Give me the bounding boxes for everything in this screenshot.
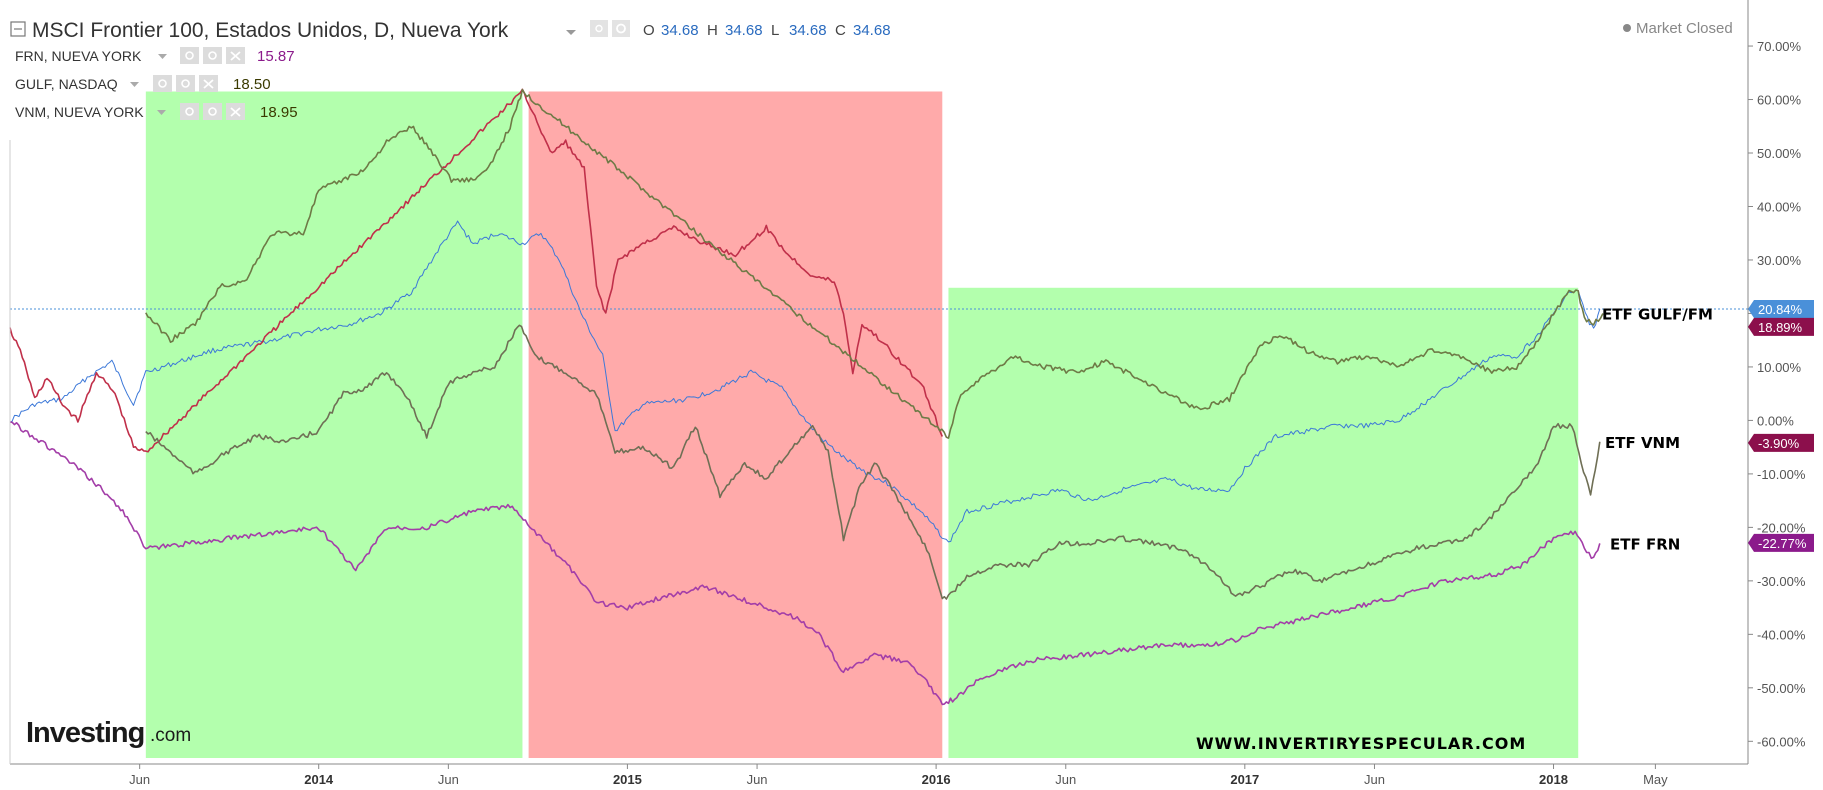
investing-logo-suffix: .com — [150, 725, 191, 746]
legend-close-glyph — [230, 107, 241, 117]
title-eye-pupil — [595, 24, 603, 33]
legend-dropdown-icon[interactable] — [130, 82, 139, 87]
y-tick-label: 10.00% — [1757, 360, 1802, 375]
x-year-label: 2017 — [1230, 772, 1259, 787]
legend-series-name: GULF, NASDAQ — [15, 76, 118, 92]
chart-title: MSCI Frontier 100, Estados Unidos, D, Nu… — [32, 19, 509, 42]
series-line-purple — [9, 421, 1601, 706]
legend-eye-icon[interactable] — [180, 103, 199, 120]
ohlc-value: 34.68 — [661, 22, 699, 39]
investing-logo: Investing .com — [26, 717, 191, 749]
x-month-label: Jun — [438, 772, 459, 787]
title-eye-icon[interactable] — [590, 20, 608, 37]
legend-close-glyph — [230, 51, 241, 61]
y-tick-label: 40.00% — [1757, 199, 1802, 214]
market-closed-dot — [1623, 24, 1631, 32]
price-badge-text: 20.84% — [1758, 302, 1803, 317]
title-gear-hub — [616, 23, 626, 34]
price-badge-text: 18.89% — [1758, 320, 1803, 335]
legend-dropdown-icon[interactable] — [158, 54, 167, 59]
etf-annotation: ETF FRN — [1610, 535, 1680, 553]
x-year-label: 2016 — [922, 772, 951, 787]
x-month-label: Jun — [1055, 772, 1076, 787]
y-tick-label: -50.00% — [1757, 681, 1806, 696]
market-status: Market Closed — [1623, 20, 1733, 37]
legend-series-value: 18.50 — [233, 76, 271, 93]
ohlc-label: H — [707, 22, 718, 39]
ohlc-label: C — [835, 22, 846, 39]
legend-icon-glyph — [158, 79, 167, 88]
x-month-label: Jun — [129, 772, 150, 787]
legend-series-value: 18.95 — [260, 104, 298, 121]
legend-icon-glyph — [208, 51, 217, 60]
x-year-label: 2018 — [1539, 772, 1568, 787]
x-month-label: May — [1643, 772, 1668, 787]
red-zone-1 — [528, 91, 943, 758]
price-badge-text: -3.90% — [1758, 436, 1800, 451]
legend-eye-icon[interactable] — [180, 47, 199, 64]
series-line-olive — [145, 88, 1604, 439]
legend-series-value: 15.87 — [257, 48, 295, 65]
title-dropdown-icon[interactable] — [566, 30, 576, 35]
legend-eye-icon[interactable] — [153, 75, 172, 92]
y-tick-label: -60.00% — [1757, 734, 1806, 749]
x-year-label: 2015 — [613, 772, 642, 787]
price-badge — [1748, 533, 1814, 552]
market-status-text: Market Closed — [1636, 20, 1733, 37]
series-line-red — [9, 88, 944, 453]
price-badge — [1748, 299, 1814, 318]
investing-logo-main: Investing — [26, 717, 144, 749]
legend-gear-icon[interactable] — [203, 47, 222, 64]
y-tick-label: 60.00% — [1757, 93, 1802, 108]
y-tick-label: -20.00% — [1757, 520, 1806, 535]
price-badge — [1748, 433, 1814, 452]
etf-annotation: ETF VNM — [1605, 434, 1680, 452]
legend-close-glyph — [203, 79, 214, 89]
ohlc-value: 34.68 — [725, 22, 763, 39]
ohlc-label: L — [771, 22, 779, 39]
y-tick-label: -30.00% — [1757, 574, 1806, 589]
price-badge — [1748, 317, 1814, 336]
ohlc-value: 34.68 — [853, 22, 891, 39]
site-watermark: WWW.INVERTIRYESPECULAR.COM — [1196, 734, 1526, 753]
series-line-gray — [145, 324, 1601, 600]
x-month-label: Jun — [1364, 772, 1385, 787]
ohlc-label: O — [643, 22, 655, 39]
x-year-label: 2014 — [304, 772, 334, 787]
y-tick-label: -10.00% — [1757, 467, 1806, 482]
legend-series-name: FRN, NUEVA YORK — [15, 48, 142, 64]
y-tick-label: 0.00% — [1757, 413, 1794, 428]
green-zone-2 — [948, 287, 1579, 758]
ohlc-value: 34.68 — [789, 22, 827, 39]
legend-dropdown-icon[interactable] — [157, 110, 166, 115]
series-line-msci — [9, 220, 1601, 543]
series-legend: FRN, NUEVA YORK 15.87 GULF, NASDAQ 18.50 VNM… — [15, 47, 298, 121]
green-zone-0 — [145, 91, 523, 758]
legend-gear-icon[interactable] — [203, 103, 222, 120]
legend-icon-glyph — [185, 51, 194, 60]
etf-annotation: ETF GULF/FM — [1602, 305, 1713, 323]
y-tick-label: -40.00% — [1757, 627, 1806, 642]
chart-header: MSCI Frontier 100, Estados Unidos, D, Nu… — [10, 19, 891, 42]
y-tick-label: 50.00% — [1757, 146, 1802, 161]
legend-icon-glyph — [185, 107, 194, 116]
y-tick-label: 70.00% — [1757, 39, 1802, 54]
ohlc-values: O 34.68 H 34.68 L 34.68 C 34.68 — [643, 22, 891, 39]
legend-gear-icon[interactable] — [176, 75, 195, 92]
legend-series-name: VNM, NUEVA YORK — [15, 104, 144, 120]
title-gear-icon[interactable] — [612, 20, 630, 37]
x-month-label: Jun — [747, 772, 768, 787]
legend-icon-glyph — [181, 79, 190, 88]
legend-icon-glyph — [208, 107, 217, 116]
price-badge-text: -22.77% — [1758, 536, 1807, 551]
y-tick-label: 30.00% — [1757, 253, 1802, 268]
